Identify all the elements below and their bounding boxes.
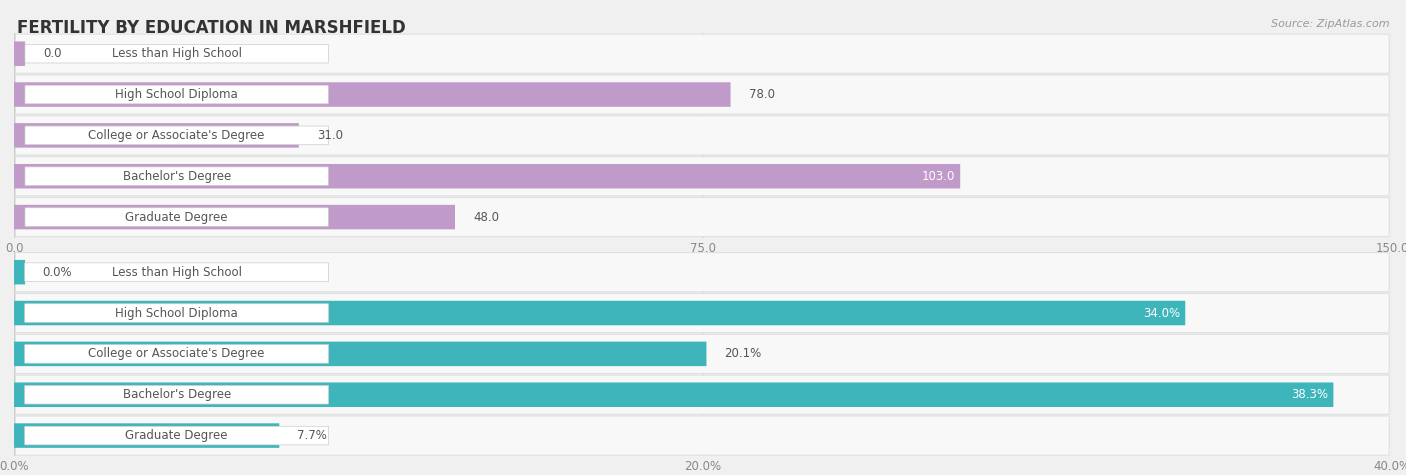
Text: 0.0: 0.0 — [44, 47, 62, 60]
Text: High School Diploma: High School Diploma — [115, 306, 238, 320]
FancyBboxPatch shape — [14, 41, 25, 66]
Text: Graduate Degree: Graduate Degree — [125, 210, 228, 224]
Text: FERTILITY BY EDUCATION IN MARSHFIELD: FERTILITY BY EDUCATION IN MARSHFIELD — [17, 19, 405, 37]
FancyBboxPatch shape — [14, 82, 731, 107]
FancyBboxPatch shape — [15, 334, 1389, 373]
Text: College or Associate's Degree: College or Associate's Degree — [89, 347, 264, 361]
FancyBboxPatch shape — [25, 304, 329, 323]
Text: 7.7%: 7.7% — [297, 429, 326, 442]
Text: Bachelor's Degree: Bachelor's Degree — [122, 170, 231, 183]
Text: Less than High School: Less than High School — [111, 266, 242, 279]
Text: 48.0: 48.0 — [474, 210, 499, 224]
FancyBboxPatch shape — [15, 198, 1389, 237]
FancyBboxPatch shape — [25, 344, 329, 363]
FancyBboxPatch shape — [25, 263, 329, 282]
FancyBboxPatch shape — [14, 423, 280, 448]
FancyBboxPatch shape — [15, 157, 1389, 196]
FancyBboxPatch shape — [15, 116, 1389, 155]
FancyBboxPatch shape — [14, 382, 1333, 407]
FancyBboxPatch shape — [14, 205, 456, 229]
Text: 103.0: 103.0 — [921, 170, 955, 183]
FancyBboxPatch shape — [15, 375, 1389, 414]
FancyBboxPatch shape — [14, 164, 960, 189]
FancyBboxPatch shape — [25, 126, 329, 145]
Text: Bachelor's Degree: Bachelor's Degree — [122, 388, 231, 401]
Text: High School Diploma: High School Diploma — [115, 88, 238, 101]
Text: Source: ZipAtlas.com: Source: ZipAtlas.com — [1271, 19, 1389, 29]
FancyBboxPatch shape — [25, 385, 329, 404]
FancyBboxPatch shape — [14, 260, 25, 285]
Text: 78.0: 78.0 — [749, 88, 775, 101]
FancyBboxPatch shape — [25, 167, 329, 186]
Text: 38.3%: 38.3% — [1291, 388, 1329, 401]
FancyBboxPatch shape — [15, 416, 1389, 455]
FancyBboxPatch shape — [15, 75, 1389, 114]
Text: College or Associate's Degree: College or Associate's Degree — [89, 129, 264, 142]
FancyBboxPatch shape — [25, 44, 329, 63]
Text: Less than High School: Less than High School — [111, 47, 242, 60]
FancyBboxPatch shape — [25, 85, 329, 104]
Text: 31.0: 31.0 — [318, 129, 343, 142]
Text: 20.1%: 20.1% — [724, 347, 761, 361]
Text: 0.0%: 0.0% — [42, 266, 72, 279]
Text: Graduate Degree: Graduate Degree — [125, 429, 228, 442]
FancyBboxPatch shape — [14, 301, 1185, 325]
FancyBboxPatch shape — [15, 294, 1389, 332]
FancyBboxPatch shape — [15, 253, 1389, 292]
FancyBboxPatch shape — [15, 34, 1389, 73]
FancyBboxPatch shape — [14, 123, 299, 148]
FancyBboxPatch shape — [25, 208, 329, 227]
FancyBboxPatch shape — [25, 426, 329, 445]
FancyBboxPatch shape — [14, 342, 706, 366]
Text: 34.0%: 34.0% — [1143, 306, 1180, 320]
